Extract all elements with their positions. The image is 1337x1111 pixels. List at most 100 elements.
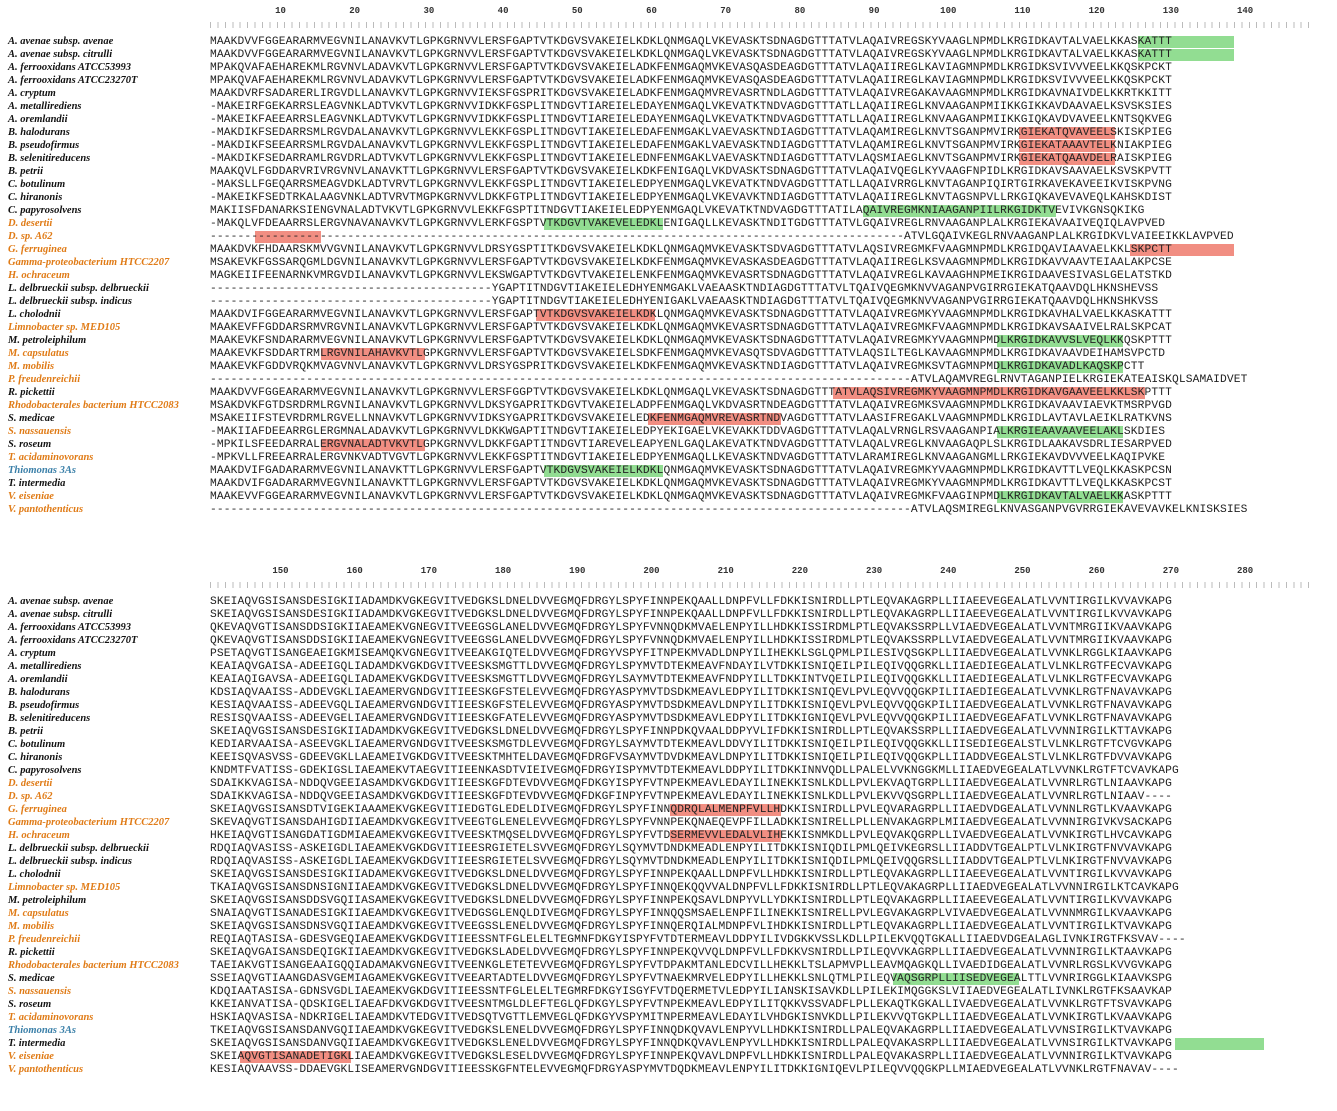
sequence-text: SKEIAQVGSISANSDESIGKIIADAMEKVGKEGVITVEDG… [210, 869, 1172, 881]
alignment-row: C. botulinum KEDIARVAAISA-ASEEVGKLIAEAMER… [0, 739, 1337, 751]
alignment-row: Rhodobacterales bacterium HTCC2083 MSAKDV… [0, 400, 1337, 412]
sequence-text: MAAKEVKFSDDARTRMLRGVNILAHAVKVTLGPKGRNVVL… [210, 348, 1166, 360]
sequence-text: -MAKEIKFSEDTRKALAAGVNKLADTVRVTMGPKGRNVVL… [210, 192, 1172, 204]
sequence-text: RDQIAQVASISS-ASKEIGDLIAEAMEKVGKDGVITIEES… [210, 843, 1172, 855]
ruler-tick-label: 190 [569, 566, 586, 576]
species-name: R. pickettii [8, 387, 55, 398]
alignment-row: M. capsulatus SNAIAQVGTISANADESIGKIIAEAMD… [0, 908, 1337, 920]
species-name: A. avenae subsp. avenae [8, 36, 114, 47]
sequence-text: MAAKDVVFGGEARARMVEGVNILANAVKVTLGPKGRNVVL… [210, 36, 1172, 48]
sequence-text: TAEIAKVGTISANGEAAIGQQIADAMAKVGNEGVITVEEN… [210, 960, 1172, 972]
species-name: B. pseudofirmus [8, 700, 80, 711]
epitope-highlight-green [996, 491, 1123, 503]
species-name: V. eiseniae [8, 1051, 54, 1062]
alignment-row: D. sp. A62 ------------------------------… [0, 231, 1337, 243]
alignment-row: T. acidaminovorans -MPKVLLFREEARRALERGVNK… [0, 452, 1337, 464]
sequence-text: MAAKDVIFGGEARARMVEGVNILANAVKVTLGPKGRNVVL… [210, 309, 1172, 321]
epitope-highlight-red [1018, 140, 1116, 152]
species-name: A. oremlandii [8, 114, 68, 125]
alignment-row: A. oremlandii -MAKEIKFAEEARRSLEAGVNKLADTV… [0, 114, 1337, 126]
species-name: T. intermedia [8, 1038, 66, 1049]
alignment-row: S. nassauensis KDQIAATASISA-GDNSVGDLIAEAM… [0, 986, 1337, 998]
sequence-text: MAAKEVVFGGEARARMVEGVNILANAVKVTLGPKGRNVVL… [210, 491, 1172, 503]
alignment-row: A. avenae subsp. citrulli MAAKDVVFGGEARAR… [0, 49, 1337, 61]
species-name: L. delbrueckii subsp. indicus [8, 296, 132, 307]
sequence-text: MSAKEVKFGSSARQGMLDGVNILANAVKVTLGPKGRNVVL… [210, 257, 1172, 269]
species-name: C. botulinum [8, 179, 66, 190]
alignment-row: R. pickettii SKEIAQVGAISANSDEQIGKIIAEAMDK… [0, 947, 1337, 959]
ruler-tick-label: 170 [420, 566, 437, 576]
species-name: A. metallirediens [8, 101, 82, 112]
sequence-text: KEAIAQVGAISA-ADEEIGQLIADAMDKVGKDGVITVEES… [210, 661, 1172, 673]
sequence-text: SKEIAQVGSISANSDESIGKIIADAMDKVGKEGVITVEDG… [210, 596, 1172, 608]
sequence-text: ----------------------------------------… [210, 374, 1248, 386]
alignment-row: A. metallirediens -MAKEIRFGEKARRSLEAGVNKL… [0, 101, 1337, 113]
species-name: L. delbrueckii subsp. delbrueckii [8, 283, 149, 294]
alignment-row: L. delbrueckii subsp. indicus -----------… [0, 296, 1337, 308]
alignment-row: A. ferrooxidans ATCC23270T QKEVAQVGTISANS… [0, 635, 1337, 647]
sequence-text: KEDIARVAAISA-ASEEVGKLIAEAMERVGNDGVITVEES… [210, 739, 1172, 751]
species-name: Thiomonas 3As [8, 1025, 76, 1036]
ruler-tick-label: 70 [720, 6, 732, 16]
alignment-row: A. ferrooxidans ATCC53993 QKEVAQVGTISANSD… [0, 622, 1337, 634]
species-name: P. freudenreichii [8, 374, 81, 385]
sequence-text: KDSIAQVAAISS-ADDEVGKLIAEAMERVGNDGVITIEES… [210, 687, 1172, 699]
species-name: H. ochraceum [8, 830, 70, 841]
alignment-row: B. halodurans KDSIAQVAAISS-ADDEVGKLIAEAME… [0, 687, 1337, 699]
species-name: Rhodobacterales bacterium HTCC2083 [8, 960, 179, 971]
species-name: H. ochraceum [8, 270, 70, 281]
sequence-text: ----------------------------------------… [210, 504, 1248, 516]
species-name: D. sp. A62 [8, 231, 53, 242]
ruler-tick-label: 80 [794, 6, 806, 16]
sequence-text: MAAKQVLFGDDARVRIVRGVNVLANAVKTTLGPKGRNVVL… [210, 166, 1172, 178]
ruler-tick-label: 10 [275, 6, 286, 16]
ruler-tick-label: 100 [940, 6, 957, 16]
species-name: C. papyrosolvens [8, 205, 82, 216]
epitope-highlight-green [996, 335, 1123, 347]
species-name: B. halodurans [8, 687, 70, 698]
sequence-text: KDQIAATASISA-GDNSVGDLIAEAMEKVGKDGVITIEES… [210, 986, 1172, 998]
species-name: S. nassauensis [8, 986, 72, 997]
sequence-text: HSKIAQVASISA-NDKRIGELIAEAMDKVTEDGVITVEDS… [210, 1012, 1172, 1024]
alignment-row: A. metallirediens KEAIAQVGAISA-ADEEIGQLIA… [0, 661, 1337, 673]
sequence-text: SKEIAQVGSISANSDANVGQIIAEAMDKVGKEGVITVEDG… [210, 1038, 1172, 1050]
ruler-tick-label: 140 [1236, 6, 1254, 16]
ruler-tick-label: 280 [1236, 566, 1254, 576]
alignment-row: V. eiseniae MAAKEVVFGGEARARMVEGVNILANAVKV… [0, 491, 1337, 503]
ruler-tick-label: 40 [497, 6, 509, 16]
sequence-text: MPAKQVAFAEHAREKMLRGVNVLADAVKVTLGPKGRNVVL… [210, 75, 1172, 87]
sequence-text: HKEIAQVGTISANGDATIGDMIAEAMEKVGKEGVITVEES… [210, 830, 1172, 842]
alignment-row: C. papyrosolvens MAKIISFDANARKSIENGVNALAD… [0, 205, 1337, 217]
alignment-row: S. roseum -MPKILSFEEDARRALERGVNALADTVKVTL… [0, 439, 1337, 451]
alignment-row: G. ferruginea SKEIAQVGSISANSDTVIGEKIAAAME… [0, 804, 1337, 816]
alignment-row: D. desertii -MAKQLVFDEAARRSLERGVNAVANAVKV… [0, 218, 1337, 230]
sequence-text: RDQIAQVASISS-ASKEIGDLIAEAMEKVGKDGVITIEES… [210, 856, 1172, 868]
ruler-tick-label: 210 [717, 566, 734, 576]
alignment-row: Rhodobacterales bacterium HTCC2083 TAEIAK… [0, 960, 1337, 972]
alignment-row: L. cholodnii MAAKDVIFGGEARARMVEGVNILANAVK… [0, 309, 1337, 321]
alignment-row: Thiomonas 3As MAAKDVIFGADARARMVEGVNILANAV… [0, 465, 1337, 477]
species-name: S. medicae [8, 413, 55, 424]
epitope-highlight-green [1137, 49, 1234, 61]
alignment-row: M. mobilis SKEIAQVGSISANSDNSVGQIIAEAMDKVG… [0, 921, 1337, 933]
sequence-text: SDAIKKVAGISA-NDDQVGEEIASAMDKVGKDGVITIEES… [210, 778, 1172, 790]
epitope-highlight-red [321, 439, 426, 451]
sequence-text: MAAKDVIFGADARARMVEGVNILANAVKTTLGPKGRNVVL… [210, 465, 1172, 477]
sequence-text: KEEISQVASVSS-GDEEVGKLLAEAMEIVGKDGVITVEES… [210, 752, 1172, 764]
species-name: C. papyrosolvens [8, 765, 82, 776]
ruler-tick-label: 260 [1088, 566, 1105, 576]
epitope-highlight-red [1130, 244, 1234, 256]
epitope-highlight-green [543, 465, 663, 477]
alignment-row: V. pantothenticus -----------------------… [0, 504, 1337, 516]
sequence-text: MAAKDVVFGGEARARMVEGVNILANAVKVTLGPKGRNVVL… [210, 387, 1172, 399]
species-name: B. selenitireducens [8, 153, 91, 164]
alignment-row: V. eiseniae SKEIAQVGTISANADETIGKLIAEAMDKV… [0, 1051, 1337, 1063]
alignment-row: A. ferrooxidans ATCC53993 MPAKQVAFAEHAREK… [0, 62, 1337, 74]
alignment-row: B. pseudofirmus KESIAQVAAISS-ADEEVGQLIAEA… [0, 700, 1337, 712]
alignment-row: M. petroleiphilum SKEIAQVGSISANSDDSVGQIIA… [0, 895, 1337, 907]
species-name: G. ferruginea [8, 804, 67, 815]
alignment-row: M. capsulatus MAAKEVKFSDDARTRMLRGVNILAHAV… [0, 348, 1337, 360]
ruler-tick-label: 270 [1162, 566, 1179, 576]
epitope-highlight-red [670, 830, 782, 842]
species-name: Gamma-proteobacterium HTCC2207 [8, 817, 170, 828]
